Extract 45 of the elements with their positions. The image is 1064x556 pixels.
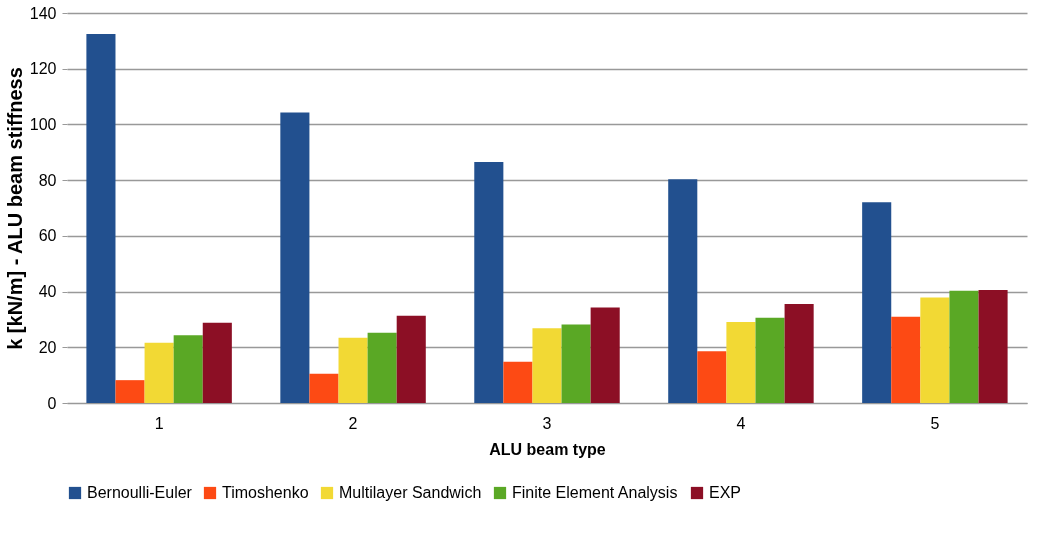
- bar: [726, 321, 756, 403]
- x-tick-label: 2: [348, 414, 358, 432]
- bar: [144, 342, 174, 403]
- y-tick-label: 0: [47, 394, 57, 412]
- bar: [86, 33, 116, 403]
- legend-label: Timoshenko: [222, 484, 309, 501]
- y-tick-label: 40: [38, 283, 57, 301]
- bar: [978, 289, 1008, 403]
- bar: [115, 380, 145, 403]
- legend-label: Multilayer Sandwich: [339, 484, 482, 501]
- y-tick-label: 80: [38, 171, 57, 189]
- bar: [280, 112, 310, 403]
- x-tick-label: 3: [542, 414, 552, 432]
- legend-label: Bernoulli-Euler: [87, 484, 193, 501]
- bar: [697, 351, 727, 403]
- bar: [668, 179, 698, 403]
- x-tick-label: 1: [154, 414, 164, 432]
- bar: [862, 202, 892, 403]
- bar: [891, 316, 921, 403]
- y-tick-label: 120: [29, 60, 57, 78]
- y-tick-label: 20: [38, 338, 57, 356]
- bar: [474, 162, 504, 403]
- y-tick-label: 100: [29, 115, 57, 133]
- bar: [503, 361, 533, 403]
- bar: [532, 328, 562, 403]
- bar: [202, 322, 232, 403]
- bar: [338, 337, 368, 403]
- x-tick-label: 4: [736, 414, 746, 432]
- bar: [561, 324, 591, 403]
- x-axis-title: ALU beam type: [489, 440, 606, 458]
- legend-label: Finite Element Analysis: [512, 484, 678, 501]
- bar: [309, 373, 339, 403]
- y-tick-label: 60: [38, 227, 57, 245]
- bar: [949, 290, 979, 403]
- bar: [173, 335, 203, 403]
- y-axis-title: k [kN/m] - ALU beam stiffness: [3, 67, 26, 350]
- legend-label: EXP: [709, 484, 742, 501]
- y-tick-label: 140: [29, 4, 57, 22]
- bar: [590, 307, 620, 403]
- bar: [784, 304, 814, 403]
- bar: [367, 332, 397, 403]
- x-tick-label: 5: [930, 414, 940, 432]
- bar: [396, 315, 426, 403]
- bar: [920, 297, 950, 403]
- bar: [755, 317, 785, 403]
